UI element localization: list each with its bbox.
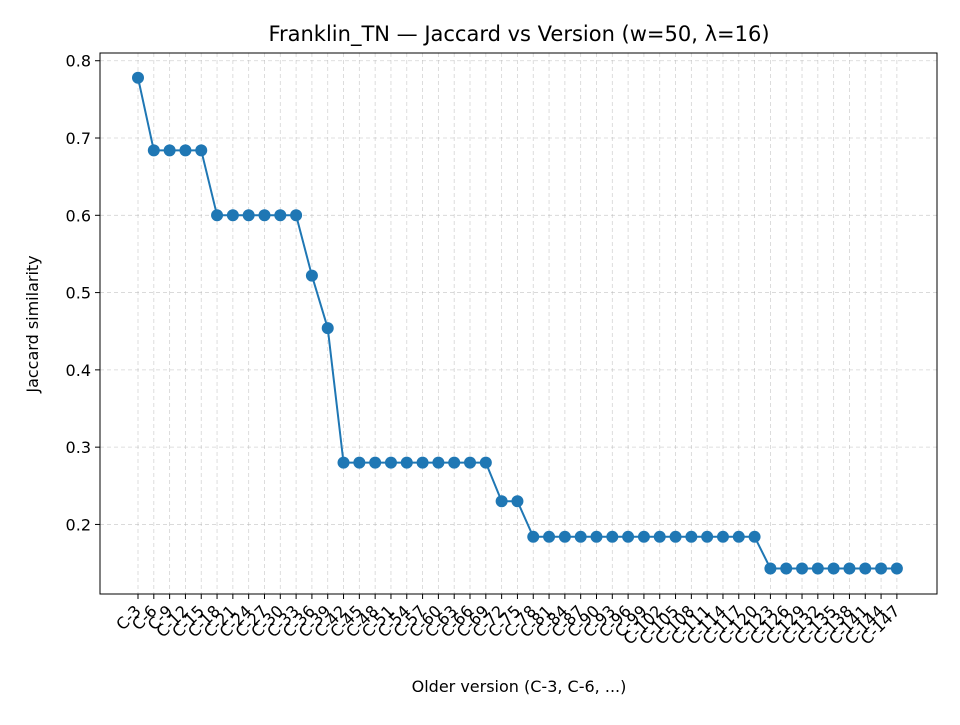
data-point	[637, 530, 650, 543]
data-point	[811, 562, 824, 575]
y-tick-labels: 0.2 0.3 0.4 0.5 0.6 0.7 0.8	[66, 52, 91, 535]
data-point	[305, 269, 318, 282]
data-point	[321, 322, 334, 335]
data-point	[890, 562, 903, 575]
data-point	[780, 562, 793, 575]
plot-frame	[99, 52, 938, 595]
data-point	[290, 209, 303, 222]
y-tick-label: 0.3	[66, 438, 91, 457]
data-point	[416, 456, 429, 469]
data-point	[685, 530, 698, 543]
data-point	[875, 562, 888, 575]
data-point	[211, 209, 224, 222]
data-point	[242, 209, 255, 222]
data-point	[716, 530, 729, 543]
chart-title: Franklin_TN — Jaccard vs Version (w=50, …	[268, 22, 769, 47]
data-point	[764, 562, 777, 575]
x-axis-label: Older version (C-3, C-6, ...)	[412, 677, 627, 696]
data-point	[147, 144, 160, 157]
data-point	[590, 530, 603, 543]
data-point	[859, 562, 872, 575]
grid-layer	[100, 53, 937, 594]
y-tick-label: 0.5	[66, 284, 91, 303]
data-point	[274, 209, 287, 222]
data-point	[179, 144, 192, 157]
data-point	[543, 530, 556, 543]
data-point	[337, 456, 350, 469]
data-point	[163, 144, 176, 157]
data-point	[448, 456, 461, 469]
y-tick-label: 0.6	[66, 206, 91, 225]
data-point	[400, 456, 413, 469]
data-point	[495, 495, 508, 508]
data-point	[622, 530, 635, 543]
data-point	[511, 495, 524, 508]
y-tick-label: 0.8	[66, 52, 91, 71]
data-point	[226, 209, 239, 222]
data-point	[748, 530, 761, 543]
data-point	[527, 530, 540, 543]
data-point	[464, 456, 477, 469]
data-point	[479, 456, 492, 469]
axes-layer	[95, 52, 938, 599]
data-point	[606, 530, 619, 543]
series-layer	[132, 71, 903, 575]
data-point	[827, 562, 840, 575]
data-point	[653, 530, 666, 543]
y-tick-label: 0.2	[66, 515, 91, 534]
data-point	[369, 456, 382, 469]
data-point	[701, 530, 714, 543]
data-point	[432, 456, 445, 469]
data-point	[796, 562, 809, 575]
data-point	[558, 530, 571, 543]
x-tick-labels: C-3C-6C-9C-12C-15C-18C-21C-24C-27C-30C-3…	[112, 601, 903, 648]
data-point	[384, 456, 397, 469]
data-point	[732, 530, 745, 543]
y-axis-label: Jaccard similarity	[23, 255, 42, 393]
data-point	[353, 456, 366, 469]
data-point	[843, 562, 856, 575]
data-point	[669, 530, 682, 543]
data-point	[132, 71, 144, 84]
y-tick-label: 0.7	[66, 129, 91, 148]
data-point	[258, 209, 271, 222]
data-point	[195, 144, 208, 157]
y-tick-label: 0.4	[66, 361, 91, 380]
data-point	[574, 530, 587, 543]
